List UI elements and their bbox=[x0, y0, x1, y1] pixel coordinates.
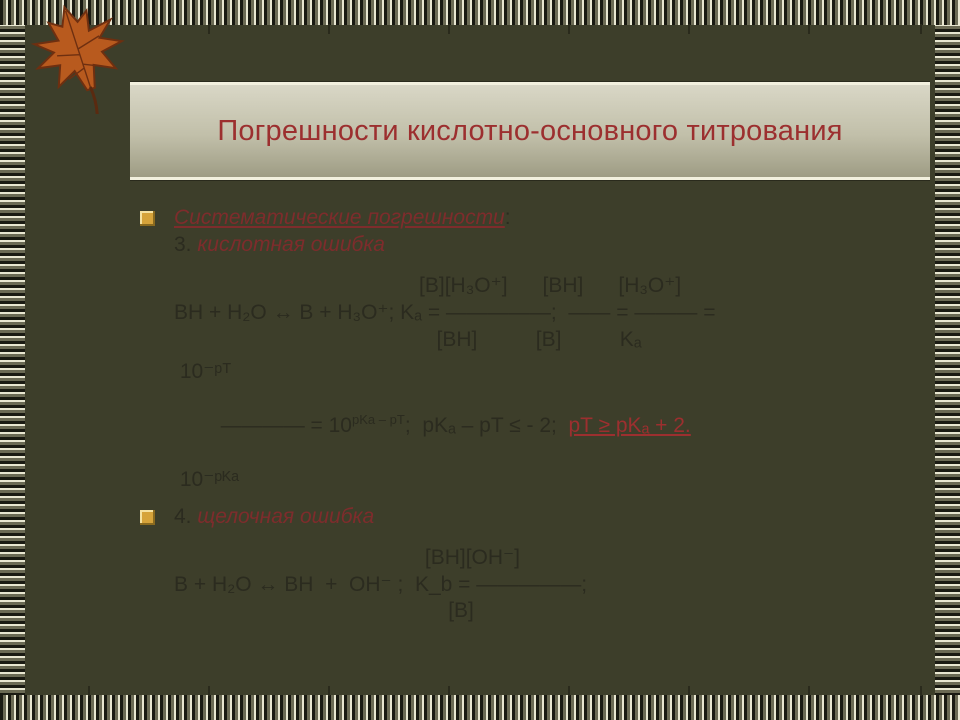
eq4-numerator-row: [BH][OH⁻] bbox=[174, 545, 890, 572]
eq3-frac-top: 10⁻ᵖᵀ bbox=[174, 359, 890, 386]
item4-number: 4. bbox=[174, 505, 197, 528]
eq3-condition: pT ≥ pKₐ + 2. bbox=[569, 414, 691, 437]
slide: Погрешности кислотно-основного титровани… bbox=[0, 0, 960, 720]
eq4-denominator-row: [B] bbox=[174, 598, 890, 625]
eq3-frac-bot: 10⁻ᵖᴷᵃ bbox=[174, 467, 890, 494]
eq4-main-row: B + H₂O ↔ BH + OH⁻ ; K_b = —————; bbox=[174, 572, 890, 599]
eq3-frac-mid-post: ; pKₐ – pT ≤ - 2; bbox=[405, 414, 569, 437]
item3-label: кислотная ошибка bbox=[197, 233, 385, 256]
slide-title: Погрешности кислотно-основного титровани… bbox=[217, 115, 842, 148]
item4-label: щелочная ошибка bbox=[197, 505, 374, 528]
equation-3: [B][H₃O⁺] [BH] [H₃O⁺] BH + H₂O ↔ B + H₃O… bbox=[174, 273, 890, 494]
eq3-frac-sup: pKa – pT bbox=[352, 412, 405, 427]
eq3-denominator-row: [BH] [B] Kₐ bbox=[174, 327, 890, 354]
content-area: Систематические погрешности: 3. кислотна… bbox=[140, 205, 890, 625]
bullet-item-4: 4. щелочная ошибка bbox=[140, 504, 890, 531]
eq3-numerator-row: [B][H₃O⁺] [BH] [H₃O⁺] bbox=[174, 273, 890, 300]
eq3-main-row: BH + H₂O ↔ B + H₃O⁺; Kₐ = —————; —— = ——… bbox=[174, 300, 890, 327]
title-band: Погрешности кислотно-основного титровани… bbox=[130, 82, 930, 180]
equation-4: [BH][OH⁻] B + H₂O ↔ BH + OH⁻ ; K_b = ———… bbox=[174, 545, 890, 626]
top-ticks bbox=[0, 24, 960, 34]
bullet-item-3: Систематические погрешности: 3. кислотна… bbox=[140, 205, 890, 259]
colon: : bbox=[505, 206, 511, 229]
maple-leaf-icon bbox=[18, 0, 138, 119]
eq3-frac-mid: ———— = 10pKa – pT; pKₐ – pT ≤ - 2; pT ≥ … bbox=[174, 386, 890, 467]
item3-number: 3. bbox=[174, 233, 197, 256]
eq3-frac-mid-pre: ———— = 10 bbox=[221, 414, 352, 437]
bottom-ticks bbox=[0, 686, 960, 696]
section-label: Систематические погрешности bbox=[174, 206, 505, 229]
